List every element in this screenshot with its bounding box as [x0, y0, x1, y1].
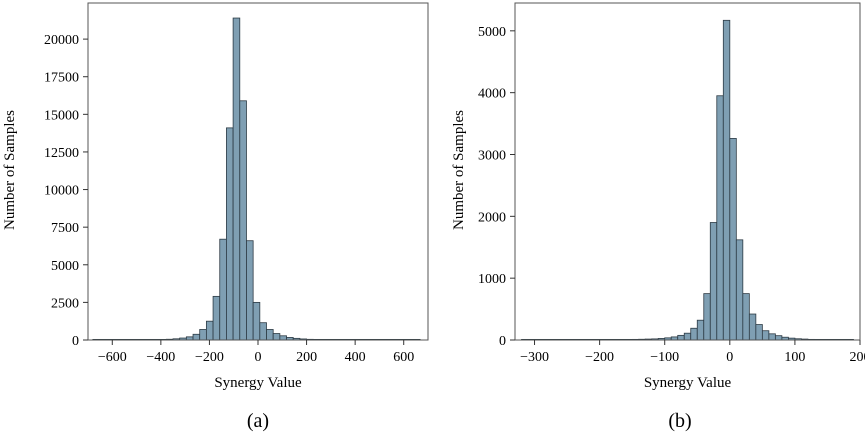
histogram-bar — [259, 322, 267, 341]
y-tick-label: 0 — [499, 334, 506, 349]
y-tick-label: 3000 — [478, 148, 506, 163]
y-tick-label: 17500 — [44, 71, 79, 86]
histogram-bar — [199, 329, 207, 341]
histogram-bar — [226, 127, 234, 341]
y-tick-label: 12500 — [44, 146, 79, 161]
y-axis-ticks: 0 1000 2000 3000 4000 5000 — [478, 25, 515, 349]
y-tick-label: 0 — [72, 334, 79, 349]
histogram-bar — [205, 320, 214, 341]
histogram-bar — [716, 95, 724, 341]
x-tick-label: 600 — [393, 350, 414, 365]
plot-frame — [87, 2, 429, 341]
y-tick-label: 4000 — [478, 87, 506, 102]
histogram-bar — [232, 17, 241, 341]
histogram-panel-b: −300−200−1000100200010002000300040005000… — [451, 2, 865, 432]
x-axis-ticks: −300 −200 −100 0 100 200 — [520, 340, 865, 365]
x-tick-label: 200 — [850, 350, 865, 365]
x-axis-label: Synergy Value — [644, 375, 732, 391]
y-axis-label: Number of Samples — [2, 110, 18, 230]
histogram-bar — [729, 138, 737, 341]
histogram-bar — [696, 319, 705, 341]
panel-caption: (b) — [668, 410, 691, 432]
x-tick-label: −200 — [585, 350, 614, 365]
histogram-bar — [683, 332, 692, 341]
histogram-bar — [246, 240, 254, 341]
histogram-bar — [722, 19, 731, 341]
histogram-bar — [677, 334, 685, 341]
histogram-bar — [279, 335, 287, 341]
y-tick-label: 10000 — [44, 184, 79, 199]
histogram-bar — [239, 100, 247, 341]
x-axis-label: Synergy Value — [214, 375, 302, 391]
y-tick-label: 1000 — [478, 272, 506, 287]
y-axis-label: Number of Samples — [451, 110, 467, 230]
histogram-bar — [774, 335, 783, 341]
x-tick-label: 400 — [345, 350, 366, 365]
histogram-bar — [748, 313, 757, 341]
histogram-bar — [219, 238, 227, 341]
x-tick-label: −400 — [146, 350, 175, 365]
histogram-bar — [192, 333, 201, 341]
y-axis-ticks: 0 2500 5000 7500 10000 12500 15000 17500 20000 — [44, 33, 88, 349]
x-tick-label: 200 — [296, 350, 317, 365]
x-tick-label: 100 — [784, 350, 805, 365]
y-tick-label: 5000 — [478, 25, 506, 40]
y-tick-label: 20000 — [44, 33, 79, 48]
histogram-bar — [212, 295, 221, 341]
bars — [92, 17, 421, 341]
histogram-bar — [768, 333, 776, 341]
x-tick-label: −600 — [98, 350, 127, 365]
y-tick-label: 2000 — [478, 210, 506, 225]
x-tick-label: −200 — [195, 350, 224, 365]
histogram-bar — [272, 333, 281, 341]
x-tick-label: 0 — [255, 350, 262, 365]
histogram-bar — [252, 301, 261, 341]
histogram-panel-a: −600 −400 −200 0 200 400 600 0 2500 5000 7500 10000… — [2, 2, 429, 432]
x-axis-ticks: −600 −400 −200 0 200 400 600 — [98, 340, 414, 365]
panel-caption: (a) — [247, 410, 269, 432]
x-tick-label: 0 — [726, 350, 733, 365]
plot-frame — [514, 2, 861, 341]
histogram-bar — [266, 329, 274, 341]
histogram-bar — [690, 327, 698, 341]
y-tick-label: 2500 — [51, 296, 79, 311]
x-tick-label: −100 — [650, 350, 679, 365]
histogram-bar — [761, 330, 770, 341]
y-tick-label: 7500 — [51, 221, 79, 236]
bars — [521, 19, 854, 341]
histogram-bar — [703, 293, 711, 341]
y-tick-label: 5000 — [51, 259, 79, 274]
histogram-bar — [709, 222, 718, 341]
histogram-bar — [755, 324, 763, 341]
x-tick-label: −300 — [520, 350, 549, 365]
histogram-bar — [735, 239, 744, 341]
histogram-bar — [742, 293, 750, 341]
y-tick-label: 15000 — [44, 108, 79, 123]
